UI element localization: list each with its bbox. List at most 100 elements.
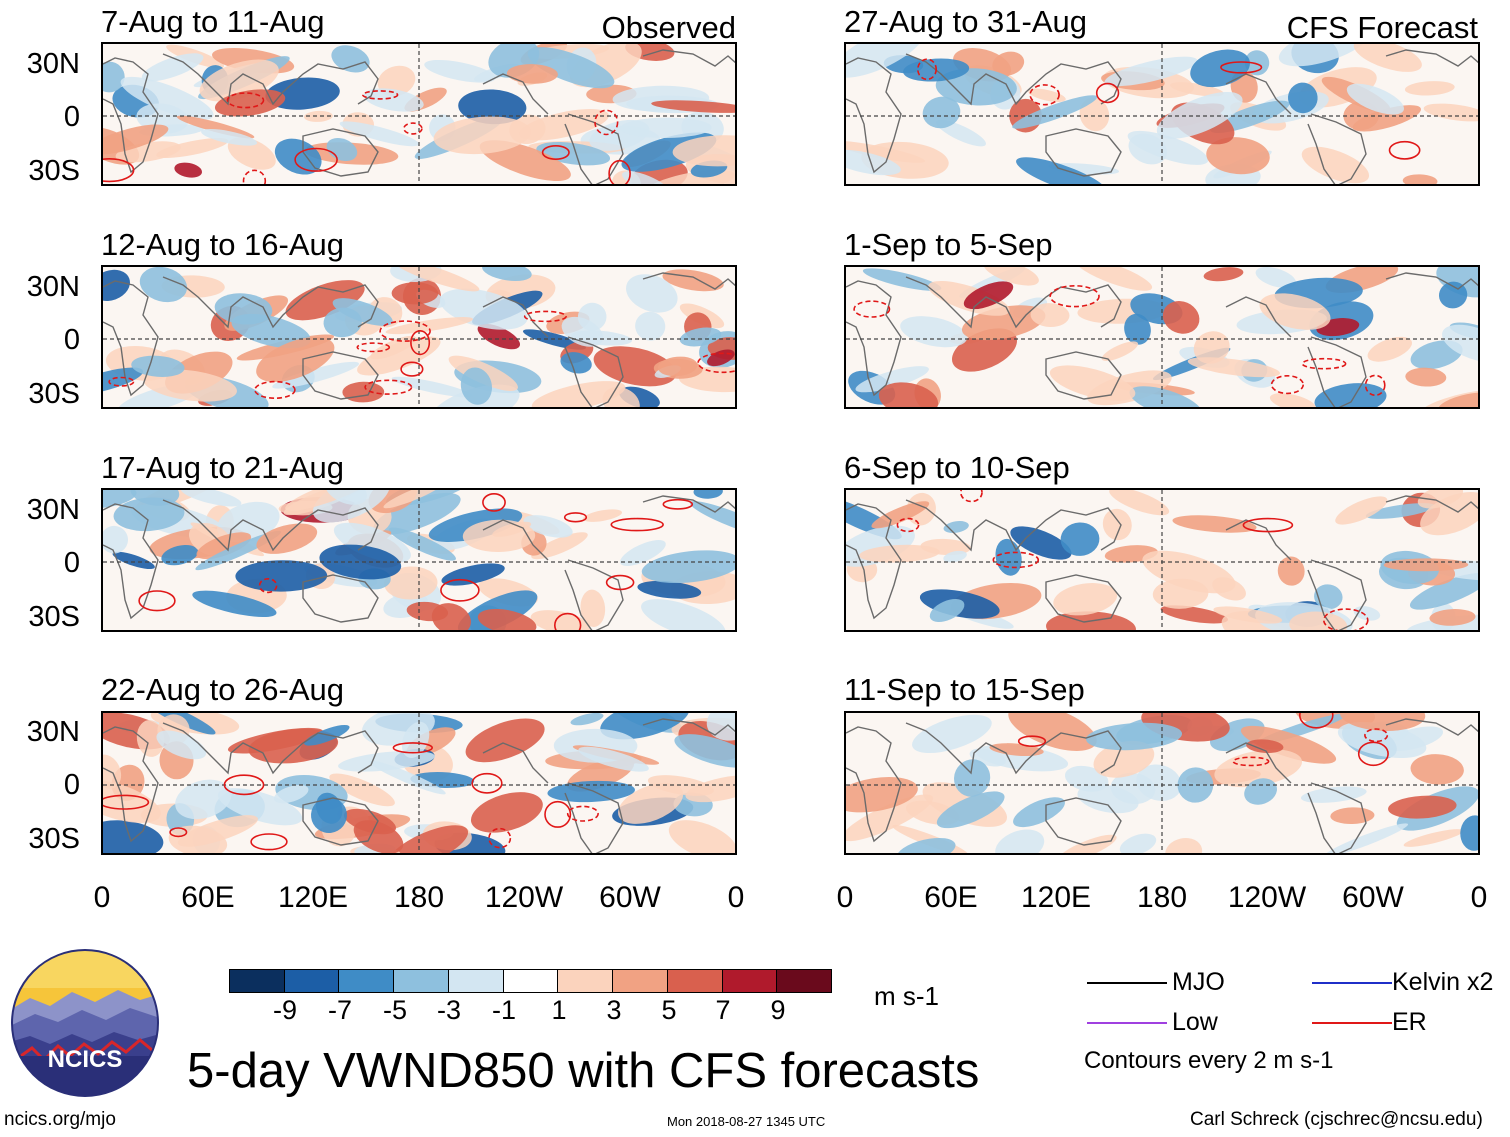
- colorbar-swatch: [612, 970, 667, 992]
- anomaly-blob: [1402, 174, 1438, 184]
- anomaly-blob: [582, 509, 623, 522]
- anomaly-blob: [304, 110, 333, 122]
- coastline: [162, 53, 379, 106]
- map-panel-forecast-3: [844, 488, 1480, 632]
- anomaly-blob: [175, 779, 232, 820]
- anomaly-blob: [333, 522, 411, 563]
- anomaly-blob: [1324, 823, 1409, 853]
- anomaly-blob: [156, 138, 229, 158]
- map-panel-observed-3: [101, 488, 737, 632]
- anomaly-blob: [855, 366, 929, 393]
- coastline: [482, 296, 549, 338]
- anomaly-blob: [1339, 713, 1426, 731]
- panel-title-obs-4: 22-Aug to 26-Aug: [101, 672, 345, 707]
- anomaly-blob: [1049, 365, 1136, 401]
- panel-title-fc-4: 11-Sep to 15-Sep: [844, 672, 1085, 707]
- anomaly-blob: [482, 267, 532, 282]
- panel-title-obs-1: 7-Aug to 11-Aug: [101, 4, 325, 39]
- colorbar-tick: 3: [606, 995, 622, 1025]
- anomaly-blob: [922, 96, 961, 129]
- er-contour: [1299, 713, 1334, 729]
- coastline: [103, 726, 159, 843]
- anomaly-blob: [1423, 103, 1478, 122]
- anomaly-blob: [531, 381, 626, 407]
- anomaly-blob: [1160, 605, 1228, 624]
- anomaly-blob: [943, 550, 967, 563]
- anomaly-blob: [1110, 772, 1156, 805]
- anomaly-blob: [693, 490, 723, 499]
- er-contour: [1388, 140, 1421, 160]
- anomaly-blob: [929, 598, 965, 623]
- anomaly-blob: [326, 137, 358, 162]
- er-contour: [103, 158, 135, 183]
- map-canvas: [103, 44, 735, 184]
- coastline: [1225, 519, 1292, 561]
- anomaly-blob: [1314, 383, 1387, 407]
- er-contour: [1364, 374, 1386, 397]
- er-contour: [1270, 374, 1305, 395]
- panel-title-obs-2: 12-Aug to 16-Aug: [101, 227, 345, 262]
- anomaly-blob: [329, 773, 395, 807]
- anomaly-blob: [462, 519, 536, 553]
- colorbar-swatch: [283, 970, 339, 992]
- anomaly-blob: [531, 532, 588, 560]
- anomaly-blob: [460, 367, 492, 405]
- colorbar-tick: -9: [272, 995, 297, 1025]
- anomaly-blob: [1437, 392, 1478, 407]
- coastline: [1385, 49, 1478, 67]
- anomaly-blob: [1246, 739, 1284, 754]
- coastline: [1045, 797, 1122, 846]
- anomaly-blob: [180, 490, 242, 507]
- anomaly-blob: [626, 274, 678, 313]
- coastline: [846, 280, 902, 397]
- anomaly-blob: [385, 317, 473, 335]
- colorbar-swatch: [776, 970, 832, 992]
- anomaly-blob: [1152, 578, 1209, 609]
- anomaly-blob: [878, 382, 939, 407]
- anomaly-blob: [1255, 267, 1296, 289]
- anomaly-blob: [871, 501, 930, 529]
- footer-url[interactable]: ncics.org/mjo: [4, 1109, 116, 1130]
- anomaly-blob: [217, 788, 303, 826]
- er-contour: [103, 794, 150, 810]
- er-contour: [379, 320, 431, 342]
- anomaly-blob: [1012, 95, 1098, 129]
- anomaly-blob: [1278, 44, 1371, 67]
- er-contour: [410, 329, 431, 356]
- legend-line-er: [1312, 1022, 1392, 1024]
- coastline: [1385, 272, 1478, 290]
- anomaly-blob: [1259, 293, 1331, 330]
- anomaly-blob: [1277, 556, 1305, 586]
- anomaly-blob: [357, 336, 441, 376]
- ncics-logo-text: NCICS: [47, 1046, 123, 1073]
- panel-title-obs-3: 17-Aug to 21-Aug: [101, 450, 345, 485]
- coastline: [564, 113, 624, 184]
- lon-label: 120W: [484, 881, 564, 914]
- coastline: [162, 499, 379, 552]
- er-contour: [1323, 608, 1369, 630]
- anomaly-blob: [1010, 526, 1072, 560]
- legend-label-er: ER: [1392, 1008, 1427, 1036]
- er-contour: [1049, 285, 1100, 308]
- anomaly-blob: [103, 754, 122, 789]
- colorbar-tick: -3: [436, 995, 461, 1025]
- colorbar-tick: 5: [661, 995, 677, 1025]
- anomaly-blob: [1128, 133, 1168, 165]
- er-contour: [662, 498, 694, 510]
- anomaly-blob: [174, 162, 203, 178]
- lon-label: 0: [727, 881, 745, 914]
- er-contour: [1017, 735, 1047, 748]
- er-contour: [853, 300, 891, 318]
- map-canvas: [846, 490, 1478, 630]
- anomaly-blob: [384, 566, 438, 600]
- anomaly-blob: [1346, 83, 1404, 115]
- anomaly-blob: [963, 281, 1014, 310]
- anomaly-blob: [641, 599, 726, 630]
- anomaly-blob: [1300, 786, 1367, 803]
- map-panel-observed-1: [101, 42, 737, 186]
- anomaly-blob: [285, 280, 365, 321]
- anomaly-blob: [1177, 767, 1214, 803]
- lon-label: 120E: [1020, 881, 1092, 914]
- anomaly-blob: [1129, 386, 1203, 407]
- coastline: [1307, 559, 1367, 630]
